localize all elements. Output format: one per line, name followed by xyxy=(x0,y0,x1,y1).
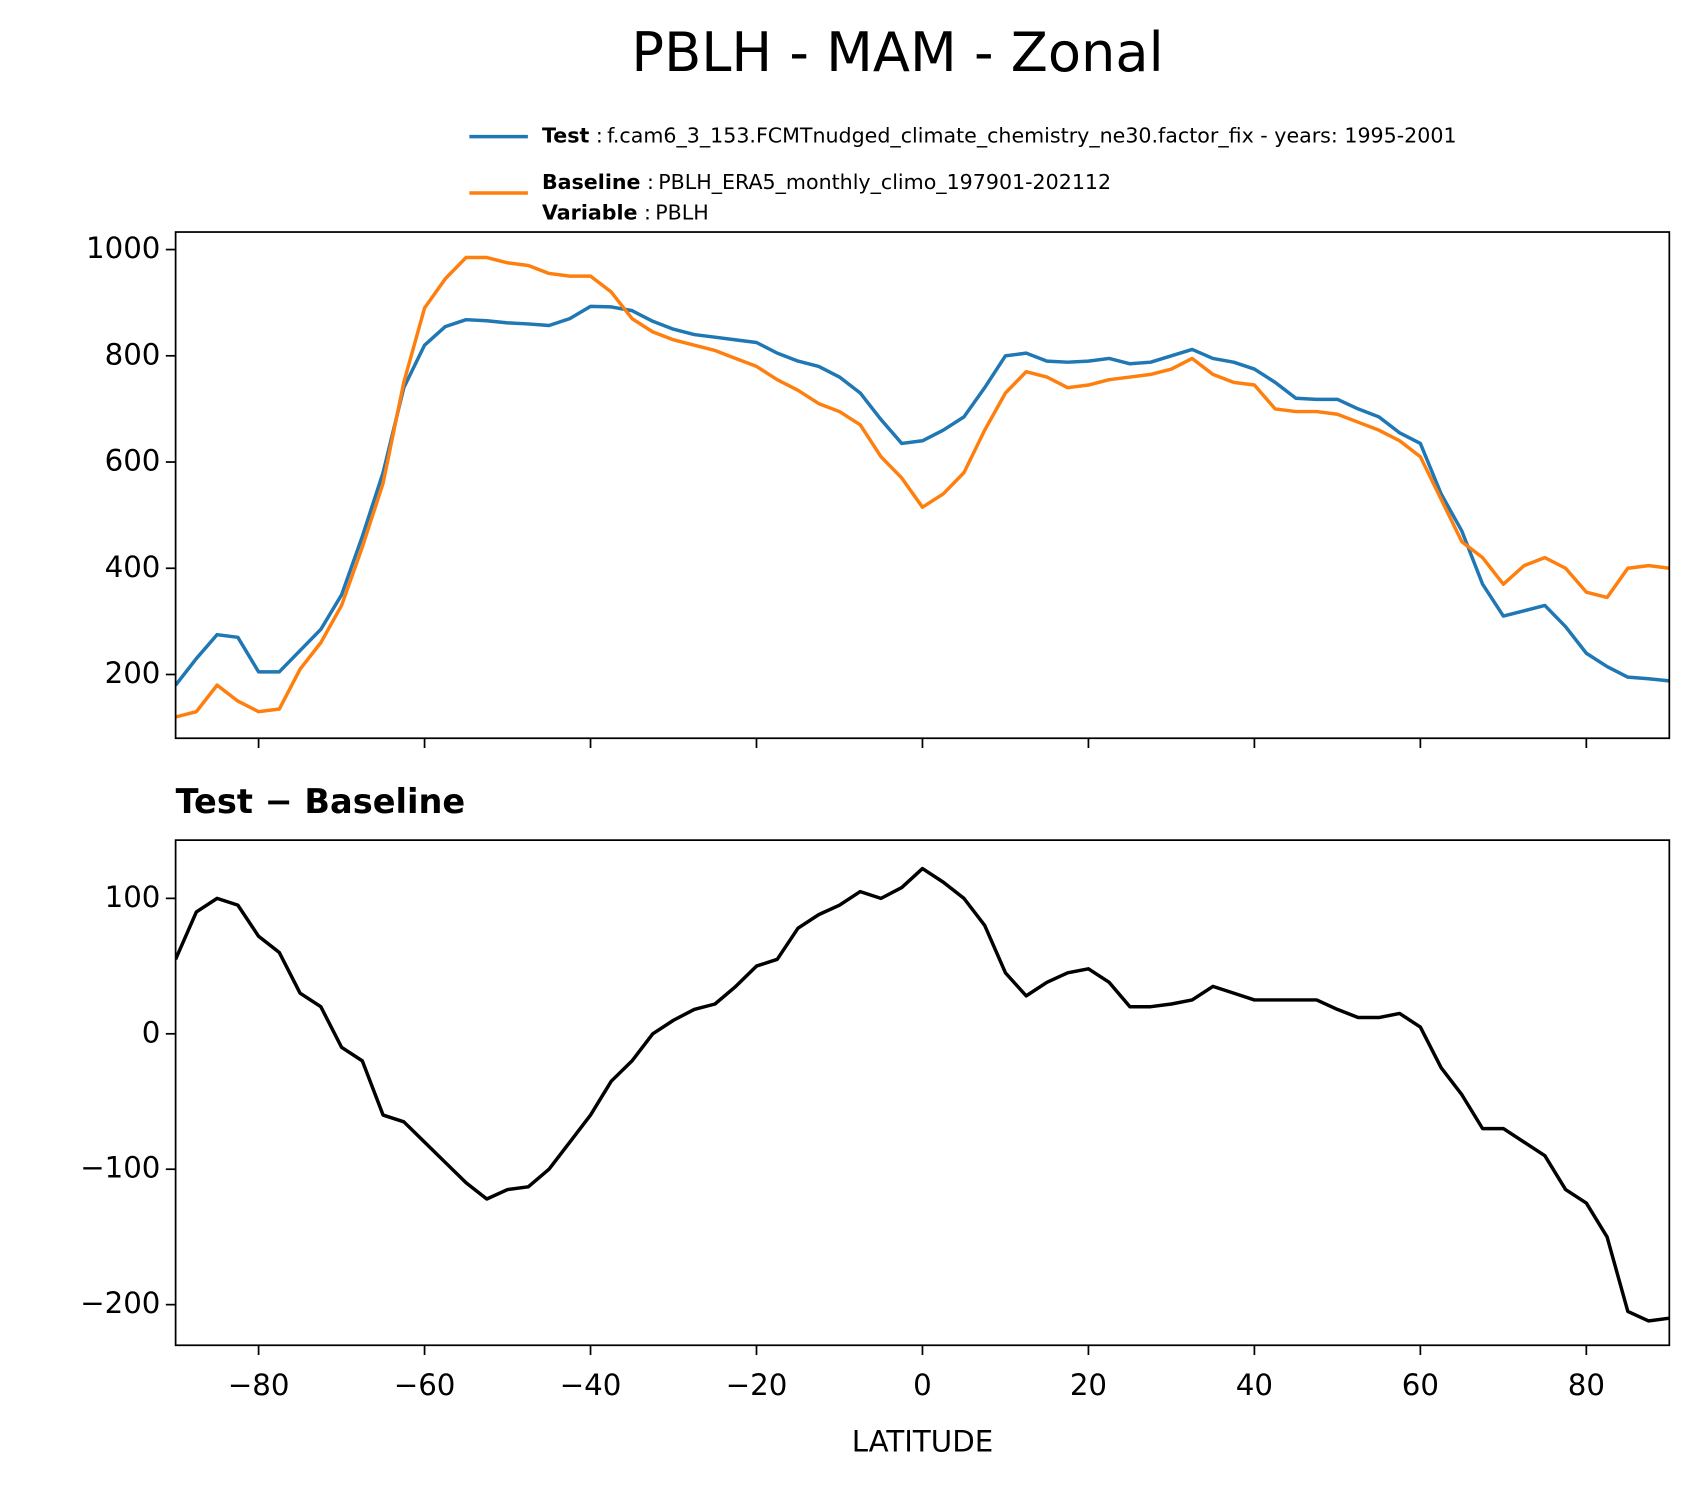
y-tick-label: −100 xyxy=(80,1151,160,1185)
x-tick-label: 40 xyxy=(1236,1368,1273,1402)
y-tick-label: 0 xyxy=(142,1015,161,1049)
x-tick-label: −20 xyxy=(726,1368,788,1402)
legend-note-label: Variable xyxy=(542,201,638,225)
x-tick-label: −80 xyxy=(228,1368,290,1402)
chart-title: PBLH - MAM - Zonal xyxy=(631,21,1163,84)
x-tick-label: −40 xyxy=(560,1368,622,1402)
x-tick-label: 20 xyxy=(1070,1368,1107,1402)
legend-separator: : xyxy=(596,124,603,148)
x-tick-label: 60 xyxy=(1402,1368,1439,1402)
axes-frame xyxy=(174,231,1671,740)
y-tick-label: 800 xyxy=(105,337,161,371)
legend-note: Variable: PBLH xyxy=(542,201,709,225)
y-tick-label: 1000 xyxy=(86,231,160,265)
legend-description: PBLH_ERA5_monthly_climo_197901-202112 xyxy=(658,170,1111,195)
x-tick-label: 80 xyxy=(1568,1368,1605,1402)
legend-entry: Baseline: PBLH_ERA5_monthly_climo_197901-… xyxy=(542,170,1111,195)
series-line xyxy=(175,304,1670,687)
y-tick-label: −200 xyxy=(80,1286,160,1320)
legend-description: f.cam6_3_153.FCMTnudged_climate_chemistr… xyxy=(607,124,1456,149)
series-line xyxy=(175,866,1670,1323)
series-line xyxy=(175,255,1670,719)
y-tick-label: 600 xyxy=(105,444,161,478)
legend-separator: : xyxy=(644,201,651,225)
x-tick-label: 0 xyxy=(913,1368,932,1402)
y-tick-label: 100 xyxy=(105,880,161,914)
x-tick-label: −60 xyxy=(394,1368,456,1402)
legend-separator: : xyxy=(647,170,654,194)
y-tick-label: 200 xyxy=(105,656,161,690)
legend-note-text: PBLH xyxy=(655,201,708,225)
y-tick-label: 400 xyxy=(105,550,161,584)
subplot-title: Test − Baseline xyxy=(176,782,466,821)
axes-frame xyxy=(174,839,1671,1347)
legend-name: Baseline xyxy=(542,170,641,194)
legend-name: Test xyxy=(542,124,590,148)
x-axis-label: LATITUDE xyxy=(852,1424,993,1458)
legend-entry: Test: f.cam6_3_153.FCMTnudged_climate_che… xyxy=(542,124,1457,149)
